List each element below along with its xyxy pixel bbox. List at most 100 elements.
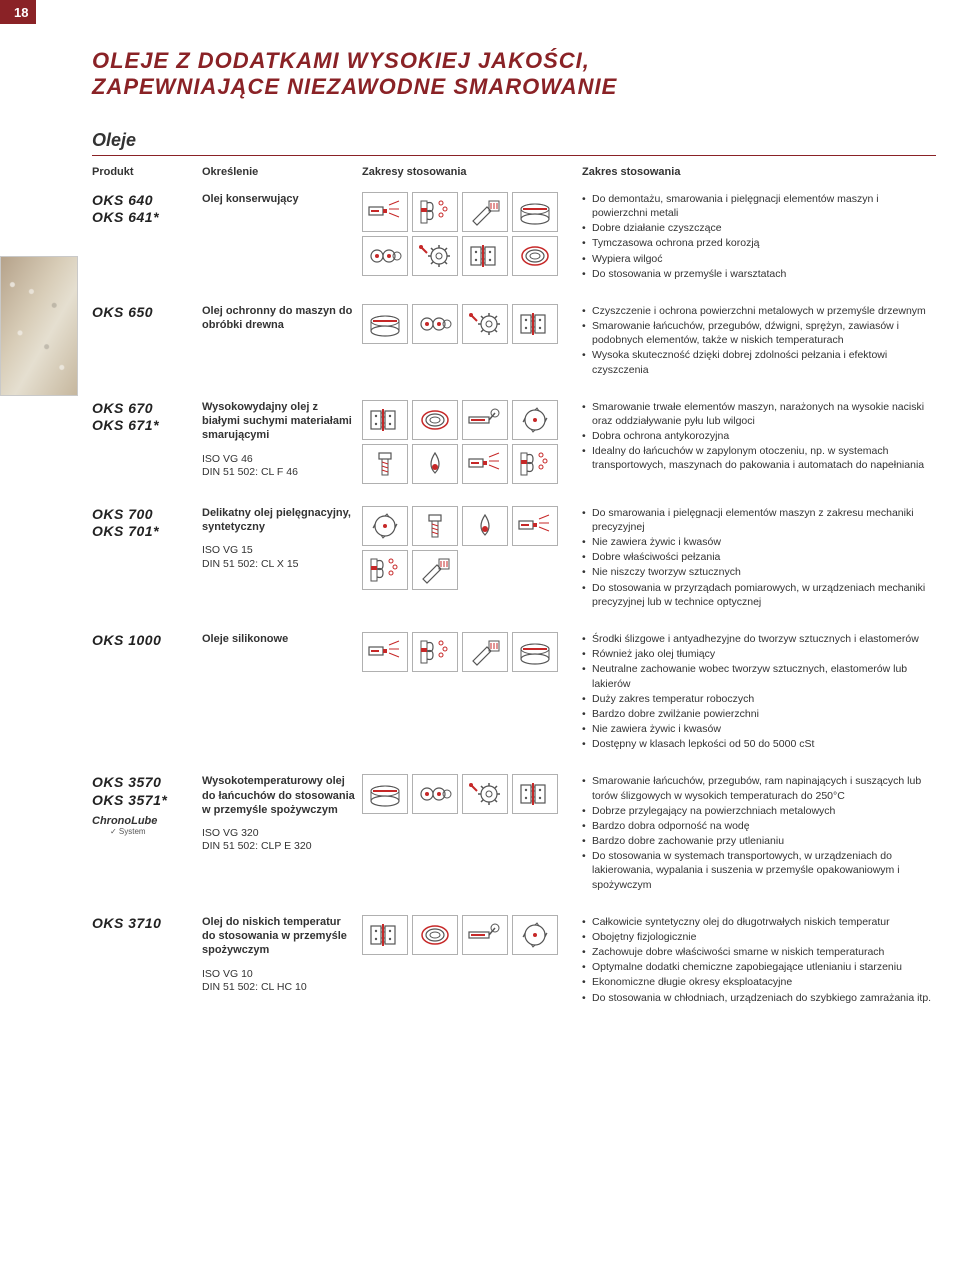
application-icon — [462, 506, 508, 546]
usage-item: Wypiera wilgoć — [582, 252, 936, 266]
product-code: OKS 641* — [92, 209, 196, 227]
application-icon — [512, 400, 558, 440]
usage-item: Dobre działanie czyszczące — [582, 221, 936, 235]
application-icon — [412, 400, 458, 440]
product-description: Olej konserwujący — [202, 192, 362, 282]
section-label: Oleje — [92, 130, 936, 156]
product-code: OKS 3571* — [92, 792, 196, 810]
product-codes: OKS 650 — [92, 304, 202, 378]
header-product: Produkt — [92, 166, 202, 178]
usage-item: Bardzo dobra odporność na wodę — [582, 819, 936, 833]
usage-item: Do demontażu, smarowania i pielęgnacji e… — [582, 192, 936, 220]
page-number-bar: 18 — [0, 0, 960, 24]
description-sub: ISO VG 15 DIN 51 502: CL X 15 — [202, 544, 356, 570]
usage-column: Smarowanie trwałe elementów maszyn, nara… — [572, 400, 936, 484]
application-icon — [512, 774, 558, 814]
usage-item: Smarowanie łańcuchów, przegubów, dźwigni… — [582, 319, 936, 347]
usage-column: Całkowicie syntetyczny olej do długotrwa… — [572, 915, 936, 1006]
application-icon — [362, 192, 408, 232]
icon-column — [362, 774, 572, 892]
usage-item: Czyszczenie i ochrona powierzchni metalo… — [582, 304, 936, 318]
product-description: Olej ochronny do maszyn do obróbki drewn… — [202, 304, 362, 378]
usage-list: Środki ślizgowe i antyadhezyjne do tworz… — [582, 632, 936, 751]
product-row: OKS 640OKS 641*Olej konserwujący — [92, 184, 936, 296]
description-sub: ISO VG 46 DIN 51 502: CL F 46 — [202, 453, 356, 479]
title-block: OLEJE Z DODATKAMI WYSOKIEJ JAKOŚCI, ZAPE… — [0, 24, 960, 110]
product-row: OKS 650Olej ochronny do maszyn do obróbk… — [92, 296, 936, 392]
icon-grid — [362, 192, 568, 276]
usage-item: Nie niszczy tworzyw sztucznych — [582, 565, 936, 579]
product-codes: OKS 3570OKS 3571* ChronoLube✓ System — [92, 774, 202, 892]
application-icon — [412, 550, 458, 590]
usage-item: Smarowanie łańcuchów, przegubów, ram nap… — [582, 774, 936, 802]
icon-grid — [362, 400, 568, 484]
chronolube-badge: ChronoLube✓ System — [92, 815, 196, 836]
icon-column — [362, 192, 572, 282]
application-icon — [362, 236, 408, 276]
description-main: Delikatny olej pielęgnacyjny, syntetyczn… — [202, 506, 356, 535]
usage-item: Idealny do łańcuchów w zapylonym otoczen… — [582, 444, 936, 472]
usage-list: Do demontażu, smarowania i pielęgnacji e… — [582, 192, 936, 281]
application-icon — [462, 192, 508, 232]
application-icon — [362, 304, 408, 344]
application-icon — [462, 915, 508, 955]
application-icon — [412, 236, 458, 276]
icon-column — [362, 304, 572, 378]
icon-column — [362, 915, 572, 1006]
application-icon — [362, 400, 408, 440]
usage-item: Nie zawiera żywic i kwasów — [582, 722, 936, 736]
description-main: Olej konserwujący — [202, 192, 356, 206]
usage-item: Całkowicie syntetyczny olej do długotrwa… — [582, 915, 936, 929]
application-icon — [462, 236, 508, 276]
product-row: OKS 3710Olej do niskich temperatur do st… — [92, 907, 936, 1020]
product-codes: OKS 640OKS 641* — [92, 192, 202, 282]
product-codes: OKS 700OKS 701* — [92, 506, 202, 610]
application-icon — [462, 400, 508, 440]
usage-column: Smarowanie łańcuchów, przegubów, ram nap… — [572, 774, 936, 892]
product-code: OKS 3570 — [92, 774, 196, 792]
application-icon — [362, 774, 408, 814]
title-line-1: OLEJE Z DODATKAMI WYSOKIEJ JAKOŚCI, — [92, 48, 960, 74]
usage-list: Całkowicie syntetyczny olej do długotrwa… — [582, 915, 936, 1005]
product-code: OKS 1000 — [92, 632, 196, 650]
product-code: OKS 640 — [92, 192, 196, 210]
usage-item: Do smarowania i pielęgnacji elementów ma… — [582, 506, 936, 534]
header-definition: Określenie — [202, 166, 362, 178]
usage-item: Zachowuje dobre właściwości smarne w nis… — [582, 945, 936, 959]
application-icon — [362, 550, 408, 590]
product-description: Oleje silikonowe — [202, 632, 362, 752]
usage-item: Duży zakres temperatur roboczych — [582, 692, 936, 706]
usage-column: Do demontażu, smarowania i pielęgnacji e… — [572, 192, 936, 282]
application-icon — [412, 444, 458, 484]
product-description: Wysokowydajny olej z białymi suchymi mat… — [202, 400, 362, 484]
usage-item: Optymalne dodatki chemiczne zapobiegając… — [582, 960, 936, 974]
usage-item: Do stosowania w chłodniach, urządzeniach… — [582, 991, 936, 1005]
header-usage: Zakres stosowania — [572, 166, 936, 178]
product-row: OKS 700OKS 701*Delikatny olej pielęgnacy… — [92, 498, 936, 624]
application-icon — [462, 632, 508, 672]
application-icon — [512, 915, 558, 955]
usage-item: Również jako olej tłumiący — [582, 647, 936, 661]
product-row: OKS 1000 Oleje silikonowe Środki ślizgowe… — [92, 624, 936, 766]
page: 18 OLEJE Z DODATKAMI WYSOKIEJ JAKOŚCI, Z… — [0, 0, 960, 1044]
usage-item: Dobre właściwości pełzania — [582, 550, 936, 564]
usage-item: Wysoka skuteczność dzięki dobrej zdolnoś… — [582, 348, 936, 376]
usage-item: Bardzo dobre zachowanie przy utlenianiu — [582, 834, 936, 848]
icon-grid — [362, 915, 568, 955]
usage-list: Smarowanie trwałe elementów maszyn, nara… — [582, 400, 936, 473]
product-code: OKS 3710 — [92, 915, 196, 933]
product-codes: OKS 1000 — [92, 632, 202, 752]
product-code: OKS 670 — [92, 400, 196, 418]
usage-item: Dobra ochrona antykorozyjna — [582, 429, 936, 443]
icon-grid — [362, 506, 568, 590]
usage-column: Do smarowania i pielęgnacji elementów ma… — [572, 506, 936, 610]
icon-grid — [362, 774, 568, 814]
product-code: OKS 671* — [92, 417, 196, 435]
application-icon — [462, 304, 508, 344]
usage-item: Dostępny w klasach lepkości od 50 do 500… — [582, 737, 936, 751]
application-icon — [512, 304, 558, 344]
description-sub: ISO VG 320 DIN 51 502: CLP E 320 — [202, 827, 356, 853]
products-container: OKS 640OKS 641*Olej konserwujący — [92, 184, 936, 1020]
usage-list: Czyszczenie i ochrona powierzchni metalo… — [582, 304, 936, 377]
product-codes: OKS 3710 — [92, 915, 202, 1006]
